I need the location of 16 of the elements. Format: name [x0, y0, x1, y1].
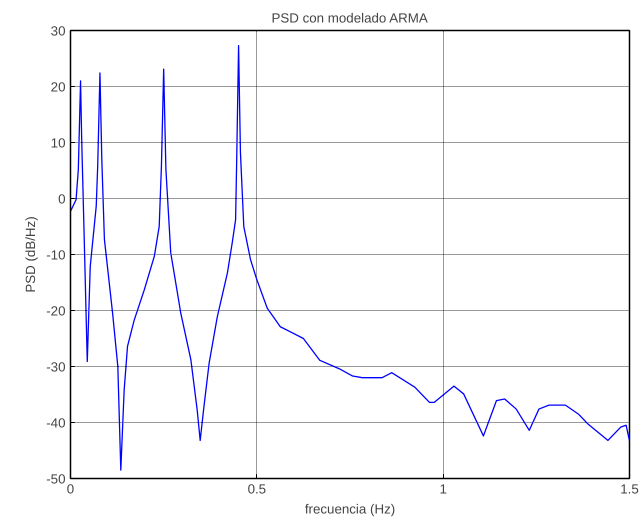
y-tick-label: 30	[50, 24, 66, 38]
y-tick-label: -30	[46, 360, 66, 374]
y-tick-label: 20	[50, 80, 66, 94]
x-tick-label: 0.5	[248, 482, 266, 496]
y-tick-label: -20	[46, 304, 66, 318]
y-tick-label: -50	[46, 472, 66, 486]
x-axis-title: frecuencia (Hz)	[304, 502, 396, 516]
chart-title: PSD con modelado ARMA	[271, 10, 428, 26]
y-tick-label: 0	[58, 192, 66, 206]
x-tick-label: 1	[439, 482, 447, 496]
y-axis-title: PSD (dB/Hz)	[23, 216, 38, 293]
line-series	[70, 44, 630, 471]
y-tick-label: -40	[46, 416, 66, 430]
y-tick-label: -10	[46, 248, 66, 262]
x-tick-label: 1.5	[620, 482, 639, 496]
y-tick-label: 10	[50, 136, 66, 150]
